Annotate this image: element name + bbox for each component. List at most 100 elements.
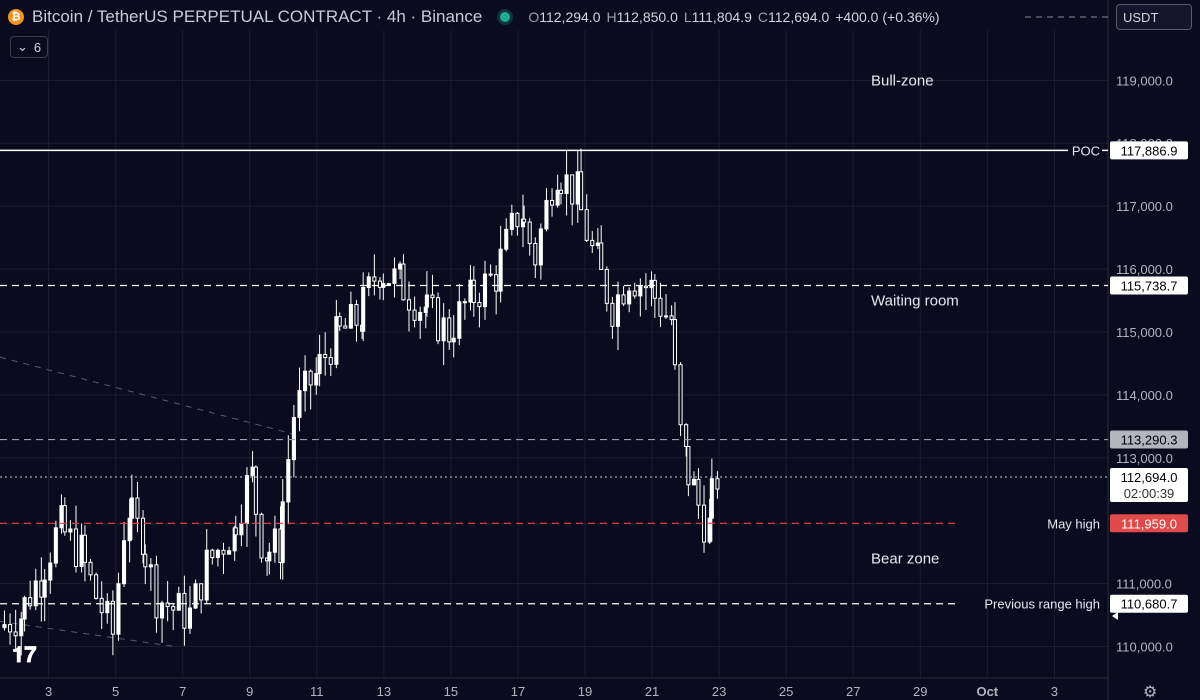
candle-body xyxy=(627,290,632,305)
candle-body xyxy=(33,580,38,607)
candle-body xyxy=(686,445,691,486)
close-value: 112,694.0 xyxy=(768,9,830,25)
price-axis-tag[interactable] xyxy=(1110,276,1188,295)
x-tick-label: Oct xyxy=(976,684,998,699)
candle-body xyxy=(233,527,238,536)
candle-body xyxy=(544,199,549,230)
candle-body xyxy=(22,597,27,620)
candle-body xyxy=(595,242,600,247)
candle-body xyxy=(250,466,255,477)
candle-body xyxy=(68,528,73,533)
y-tick-label: 110,000.0 xyxy=(1116,640,1173,655)
candle-body xyxy=(135,497,140,519)
indicators-collapse-button[interactable]: ⌄ 6 xyxy=(10,36,49,58)
candle-body xyxy=(171,606,176,611)
high-label: H xyxy=(606,9,617,25)
candle-body xyxy=(684,424,689,447)
candle-body xyxy=(323,353,328,359)
x-tick-label: 27 xyxy=(846,684,860,699)
x-tick-label: 5 xyxy=(112,684,119,699)
candle-body xyxy=(638,285,643,297)
candle-body xyxy=(361,286,366,332)
ohlc-values: O112,294.0 H112,850.0 L111,804.9 C112,69… xyxy=(528,9,939,25)
candle-body xyxy=(436,297,441,342)
candle-body xyxy=(141,517,146,555)
candle-body xyxy=(392,268,397,285)
candle-body xyxy=(328,357,333,365)
open-label: O xyxy=(528,9,540,25)
symbol-title[interactable]: Bitcoin / TetherUS PERPETUAL CONTRACT · … xyxy=(32,7,483,26)
candle-body xyxy=(533,242,538,266)
price-level-label: May high xyxy=(1047,516,1100,531)
price-axis-tag-value: 117,886.9 xyxy=(1121,143,1178,158)
candle-body xyxy=(707,517,712,543)
candle-body xyxy=(13,631,18,637)
y-tick-label: 117,000.0 xyxy=(1116,199,1173,214)
candle-body xyxy=(308,370,313,386)
candle-body xyxy=(691,478,697,486)
candle-body xyxy=(709,478,714,519)
x-tick-label: 7 xyxy=(179,684,186,699)
x-tick-label: 11 xyxy=(310,684,324,699)
x-tick-label: 21 xyxy=(645,684,659,699)
candle-body xyxy=(259,513,264,559)
currency-label: USDT xyxy=(1123,9,1159,25)
gear-icon[interactable]: ⚙ xyxy=(1143,684,1158,700)
x-tick-label: 3 xyxy=(45,684,52,699)
candle-body xyxy=(204,549,209,601)
bitcoin-logo-icon: ₿ xyxy=(8,9,24,25)
x-tick-label: 25 xyxy=(779,684,793,699)
candle-body xyxy=(406,299,412,311)
x-tick-label: 17 xyxy=(511,684,525,699)
price-axis-tag[interactable] xyxy=(1110,430,1188,449)
currency-selector[interactable]: USDT xyxy=(1116,4,1192,30)
price-axis-tag[interactable] xyxy=(1110,468,1188,503)
candle-body xyxy=(280,501,285,564)
candle-body xyxy=(154,564,159,619)
price-axis-tag-value: 113,290.3 xyxy=(1121,433,1178,448)
tradingview-logo-icon[interactable]: 𝟏𝟕 xyxy=(12,642,37,667)
candle-body xyxy=(579,171,584,211)
candle-body xyxy=(286,459,291,503)
candle-body xyxy=(244,475,250,524)
price-axis-tag[interactable] xyxy=(1110,141,1188,160)
candle-body xyxy=(215,549,220,559)
candle-body xyxy=(272,528,277,553)
candle-body xyxy=(564,174,569,195)
candle-body xyxy=(401,263,406,301)
candle-body xyxy=(48,562,53,581)
candle-body xyxy=(199,583,204,601)
candle-body xyxy=(715,478,720,490)
candle-body xyxy=(575,171,580,205)
candle-body xyxy=(59,505,64,529)
candle-body xyxy=(187,607,193,629)
candle-body xyxy=(672,319,678,366)
price-axis-tag[interactable] xyxy=(1110,594,1188,613)
candle-body xyxy=(253,466,258,515)
candle-body xyxy=(354,304,359,326)
candle-body xyxy=(297,390,302,418)
trendline-lower xyxy=(0,620,176,648)
candle-body xyxy=(678,364,683,426)
candle-body xyxy=(447,317,452,343)
y-tick-label: 113,000.0 xyxy=(1116,451,1173,466)
candle-body xyxy=(527,221,532,244)
candle-body xyxy=(19,618,24,637)
candle-body xyxy=(227,550,232,555)
candle-body xyxy=(221,549,226,555)
candle-body xyxy=(182,592,187,629)
y-tick-label: 115,000.0 xyxy=(1116,325,1173,340)
candle-body xyxy=(424,294,429,308)
close-label: C xyxy=(757,9,768,25)
candle-body xyxy=(398,263,403,270)
candle-body xyxy=(343,325,348,329)
price-axis-tag[interactable] xyxy=(1110,514,1188,533)
candle-body xyxy=(558,189,564,195)
candle-body xyxy=(193,583,198,609)
x-tick-label: 9 xyxy=(246,684,253,699)
x-tick-label: 19 xyxy=(578,684,592,699)
candle-body xyxy=(267,551,272,562)
price-axis-tag-value: 112,694.0 xyxy=(1121,470,1178,485)
candle-body xyxy=(39,580,44,598)
